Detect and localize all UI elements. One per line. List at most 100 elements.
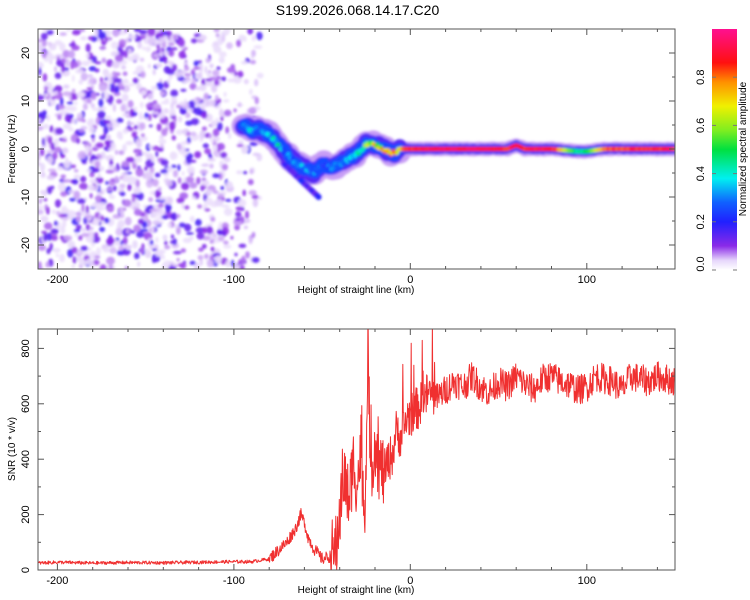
heatmap-cell [133,124,139,130]
heatmap-cell [78,235,83,241]
heatmap-cell [147,29,156,36]
heatmap-cell [251,231,256,238]
heatmap-cell [49,61,53,64]
heatmap-cell [253,45,263,49]
ridge-track [231,113,675,200]
heatmap-cell [90,134,95,139]
heatmap-cell [195,227,205,234]
heatmap-cell [212,128,220,137]
heatmap-cell [191,196,196,200]
heatmap-cell [149,245,154,250]
heatmap-cell [178,222,186,228]
heatmap-cell [46,29,54,35]
heatmap-cell [157,186,162,192]
heatmap-cell [133,224,142,233]
heatmap-cell [145,143,151,152]
heatmap-cell [86,169,92,173]
heatmap-cell [164,57,168,64]
heatmap-cell [202,235,211,241]
heatmap-cell [198,247,204,252]
spectrogram-y-tick-label: -20 [20,237,32,253]
heatmap-cell [127,48,132,55]
heatmap-cell [90,156,99,160]
heatmap-cell [53,138,59,147]
heatmap-cell [170,234,175,239]
heatmap-cell [248,107,257,115]
heatmap-cell [210,216,216,222]
heatmap-cell [140,133,145,138]
heatmap-cell [216,228,222,236]
heatmap-cell [47,155,54,165]
heatmap-cell [68,127,74,132]
heatmap-cell [106,73,114,78]
heatmap-cell [118,132,123,141]
heatmap-cell [190,69,196,76]
heatmap-cell [88,66,97,72]
heatmap-cell [76,198,86,204]
heatmap-cell [57,166,64,171]
heatmap-cell [97,202,107,206]
heatmap-cell [46,232,52,241]
heatmap-cell [165,108,169,114]
heatmap-cell [108,165,116,170]
heatmap-cell [97,38,101,42]
heatmap-cell [169,121,176,131]
heatmap-cell [75,68,84,74]
heatmap-cell [206,72,212,78]
heatmap-cell [230,235,234,240]
heatmap-cell [63,235,73,242]
heatmap-cell [140,71,146,79]
heatmap-cell [171,96,177,104]
heatmap-cell [173,224,179,229]
heatmap-cell [315,194,322,200]
heatmap-cell [81,228,86,232]
heatmap-cell [189,260,196,266]
heatmap-cell [75,224,82,230]
heatmap-cell [42,137,45,147]
heatmap-cell [38,261,42,269]
heatmap-cell [113,167,118,173]
heatmap-cell [90,91,97,101]
heatmap-cell [199,259,203,266]
heatmap-cell [180,88,187,92]
heatmap-cell [237,70,244,78]
heatmap-cell [59,254,65,263]
heatmap-cell [189,82,197,90]
heatmap-cell [50,228,59,234]
heatmap-cell [207,158,216,162]
heatmap-cell [209,239,214,244]
heatmap-cell [139,111,143,121]
heatmap-cell [62,179,72,183]
heatmap-cell [122,71,128,76]
heatmap-cell [223,207,233,216]
heatmap-cell [95,176,104,184]
heatmap-cell [155,63,163,68]
heatmap-cell [201,243,207,249]
heatmap-cell [47,186,52,195]
heatmap-cell [150,157,155,163]
heatmap-cell [106,237,114,246]
heatmap-cell [201,126,207,132]
heatmap-cell [69,113,74,119]
heatmap-cell [85,235,95,243]
heatmap-cell [106,134,111,142]
spectrogram-x-axis: -200 -100 0 100 [46,29,658,286]
heatmap-cell [49,242,53,251]
heatmap-cell [54,85,63,92]
snr-panel: -200 -100 0 100 0 200 400 600 800 Height of str… [7,328,676,596]
heatmap-cell [38,38,43,43]
heatmap-cell [166,79,171,84]
heatmap-cell [238,102,242,108]
heatmap-cell [171,135,176,141]
heatmap-cell [91,55,97,64]
heatmap-cell [50,235,58,241]
heatmap-cell [68,105,77,112]
heatmap-cell [42,73,48,82]
heatmap-cell [98,158,102,162]
heatmap-cell [222,99,230,103]
heatmap-cell [69,197,76,202]
heatmap-cell [62,123,72,130]
heatmap-cell [46,206,50,215]
heatmap-cell [242,189,246,197]
heatmap-cell [216,75,221,80]
